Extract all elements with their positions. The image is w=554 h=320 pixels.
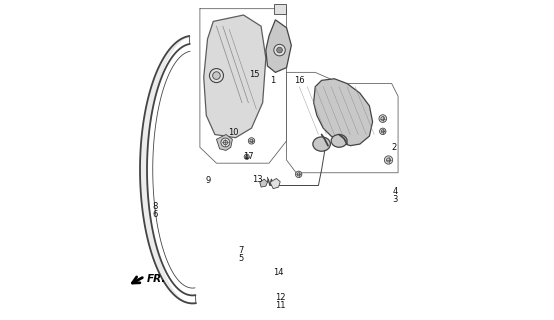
Circle shape [245,156,248,158]
Circle shape [381,117,384,121]
Circle shape [384,156,393,164]
Circle shape [274,44,285,56]
Text: 10: 10 [228,128,239,137]
Polygon shape [204,15,266,138]
Circle shape [379,115,387,123]
Circle shape [221,138,230,147]
Circle shape [213,72,220,79]
Text: 17: 17 [243,152,254,161]
Circle shape [209,68,223,83]
Text: 4: 4 [392,188,398,196]
Circle shape [244,154,249,159]
Text: 5: 5 [239,254,244,263]
Ellipse shape [313,137,330,151]
Text: 3: 3 [392,195,398,204]
Polygon shape [314,79,373,146]
Polygon shape [217,134,232,150]
Text: 7: 7 [239,246,244,255]
Circle shape [250,139,253,142]
Circle shape [295,171,302,178]
Polygon shape [266,20,291,72]
Circle shape [297,173,300,176]
Circle shape [381,130,384,133]
Text: 14: 14 [273,268,284,277]
Text: 1: 1 [270,76,276,85]
Circle shape [387,158,391,162]
Polygon shape [274,4,286,14]
Circle shape [379,128,386,134]
Circle shape [223,140,228,145]
Ellipse shape [331,134,347,147]
Text: 2: 2 [392,143,397,152]
Text: 15: 15 [249,70,260,79]
Circle shape [248,138,255,144]
Polygon shape [260,179,268,187]
Text: 11: 11 [275,301,285,310]
Text: 9: 9 [205,176,211,185]
Text: 8: 8 [152,202,158,211]
Text: 16: 16 [294,76,305,85]
Text: 6: 6 [152,210,158,219]
Circle shape [276,47,283,53]
Text: 13: 13 [253,175,263,184]
Text: FR.: FR. [146,274,166,284]
Polygon shape [270,179,280,189]
Text: 12: 12 [275,293,285,302]
